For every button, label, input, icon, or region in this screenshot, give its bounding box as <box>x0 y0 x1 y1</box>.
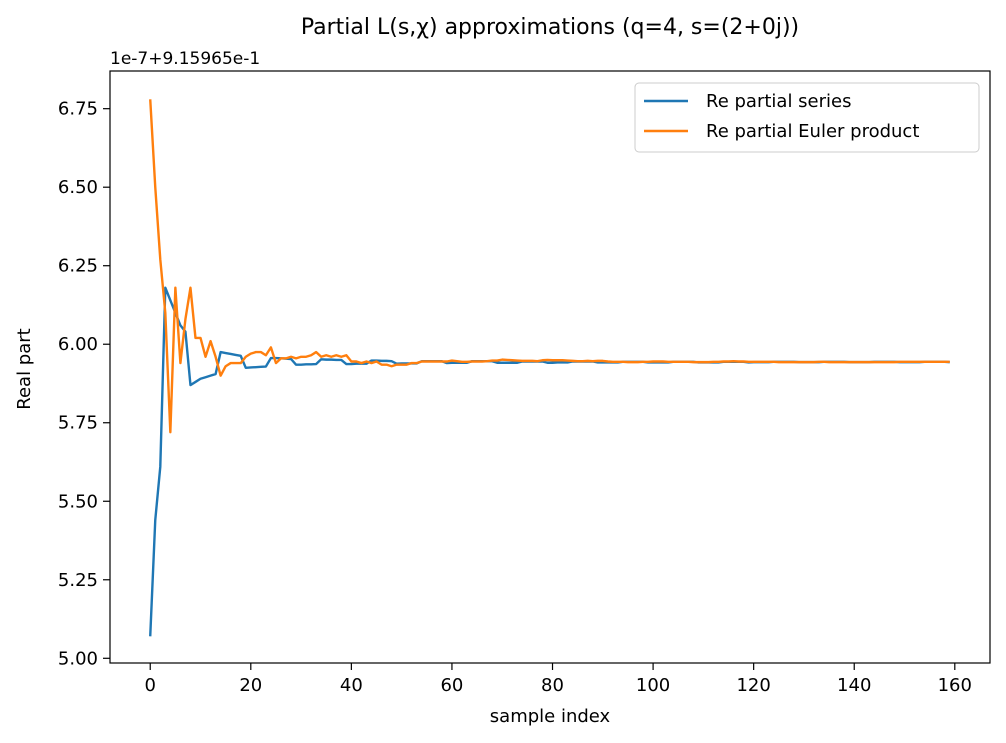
x-tick-label: 120 <box>736 675 770 696</box>
series-line-partial-euler-product <box>149 99 950 434</box>
x-axis-label: sample index <box>490 706 611 727</box>
legend-label-euler: Re partial Euler product <box>706 121 919 142</box>
y-axis-offset-label: 1e-7+9.15965e-1 <box>110 49 260 69</box>
y-tick-label: 5.25 <box>58 570 98 591</box>
y-tick-label: 5.50 <box>58 491 98 512</box>
y-tick-label: 6.50 <box>58 177 98 198</box>
x-tick-label: 60 <box>440 675 463 696</box>
chart-title: Partial L(s,χ) approximations (q=4, s=(2… <box>301 15 799 40</box>
x-tick-label: 100 <box>636 675 670 696</box>
x-tick-label: 140 <box>837 675 871 696</box>
legend: Re partial series Re partial Euler produ… <box>634 82 980 153</box>
x-tick-label: 40 <box>340 675 363 696</box>
x-tick-label: 0 <box>145 675 156 696</box>
y-tick-label: 5.75 <box>58 413 98 434</box>
plot-frame <box>109 70 991 664</box>
legend-box <box>634 82 980 153</box>
y-tick-label: 5.00 <box>58 648 98 669</box>
x-tick-label: 20 <box>239 675 262 696</box>
y-tick-label: 6.75 <box>58 99 98 120</box>
x-tick-label: 160 <box>938 675 972 696</box>
legend-label-series: Re partial series <box>706 91 851 112</box>
series-line-partial-series <box>149 286 950 637</box>
y-axis-label: Real part <box>14 328 35 409</box>
tick-layer: 0 20 40 60 80 100 120 140 160 5.00 5.25 5.50 5.75 6.0… <box>58 99 972 696</box>
y-tick-label: 6.25 <box>58 256 98 277</box>
y-tick-label: 6.00 <box>58 334 98 355</box>
x-tick-label: 80 <box>541 675 564 696</box>
series-layer <box>149 99 950 637</box>
